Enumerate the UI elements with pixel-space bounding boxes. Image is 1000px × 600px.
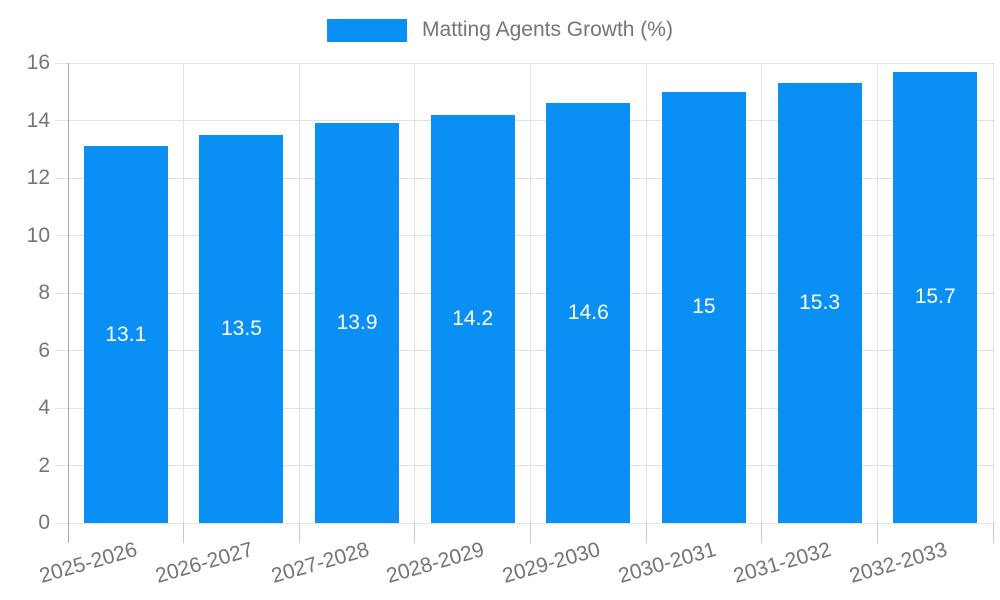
bar — [83, 146, 168, 523]
bar — [661, 91, 746, 523]
legend-item[interactable]: Matting Agents Growth (%) — [327, 18, 673, 42]
y-gridline — [55, 350, 995, 351]
legend-swatch — [327, 18, 408, 42]
y-gridline — [55, 235, 995, 236]
x-axis-tick — [645, 523, 647, 543]
y-axis-tick-label: 10 — [26, 223, 50, 247]
x-gridline — [876, 63, 878, 523]
y-gridline — [55, 120, 995, 121]
y-axis-tick-label: 4 — [38, 396, 50, 419]
bar-value-label: 14.2 — [452, 306, 494, 330]
bar — [430, 114, 515, 523]
bar-value-label: 13.5 — [221, 316, 262, 340]
bar — [777, 83, 862, 523]
x-axis-tick-label: 2029-2030 — [499, 538, 603, 588]
x-axis-tick-label: 2032-2033 — [846, 538, 950, 588]
y-gridline — [55, 407, 995, 409]
bar-value-label: 15.7 — [914, 285, 956, 309]
x-gridline — [645, 63, 647, 523]
y-axis-tick-label: 0 — [38, 511, 50, 534]
bar — [315, 123, 400, 523]
y-axis-line — [67, 63, 69, 543]
x-axis-tick-label: 2028-2029 — [384, 538, 488, 588]
x-axis-tick — [414, 523, 416, 543]
y-axis-tick-label: 8 — [38, 281, 50, 304]
x-axis-tick — [992, 523, 994, 543]
x-axis-tick-label: 2031-2032 — [731, 538, 834, 588]
y-axis-tick-label: 16 — [26, 51, 50, 74]
x-axis-tick — [876, 523, 878, 543]
y-axis-tick-label: 12 — [26, 166, 50, 189]
x-gridline — [530, 63, 531, 523]
bar-value-label: 14.6 — [567, 301, 609, 325]
x-gridline — [992, 63, 994, 523]
x-gridline — [414, 63, 416, 523]
legend-label: Matting Agents Growth (%) — [422, 18, 673, 41]
x-axis-tick — [530, 523, 531, 543]
x-gridline — [298, 63, 300, 523]
y-gridline — [55, 522, 995, 524]
y-gridline — [55, 62, 995, 64]
x-axis-tick-label: 2030-2031 — [615, 538, 719, 588]
x-axis-tick — [298, 523, 300, 543]
x-axis-tick — [761, 523, 763, 543]
y-axis-tick-label: 14 — [26, 108, 50, 132]
x-axis-tick — [183, 523, 185, 543]
y-gridline — [55, 465, 995, 466]
x-axis-tick-label: 2025-2026 — [37, 538, 141, 588]
bar — [199, 134, 284, 523]
y-axis-tick-label: 6 — [38, 338, 50, 362]
bar-value-label: 13.1 — [105, 322, 147, 346]
bar — [546, 103, 631, 523]
x-axis-tick-label: 2027-2028 — [268, 538, 372, 588]
bar-value-label: 13.9 — [336, 311, 378, 335]
y-gridline — [55, 292, 995, 294]
y-axis-tick-label: 2 — [38, 453, 50, 477]
bar — [893, 71, 978, 523]
bar-value-label: 15 — [692, 295, 716, 319]
x-gridline — [761, 63, 763, 523]
bar-value-label: 15.3 — [799, 291, 840, 315]
x-axis-tick-label: 2026-2027 — [152, 538, 256, 588]
y-gridline — [55, 177, 995, 179]
x-gridline — [183, 63, 185, 523]
